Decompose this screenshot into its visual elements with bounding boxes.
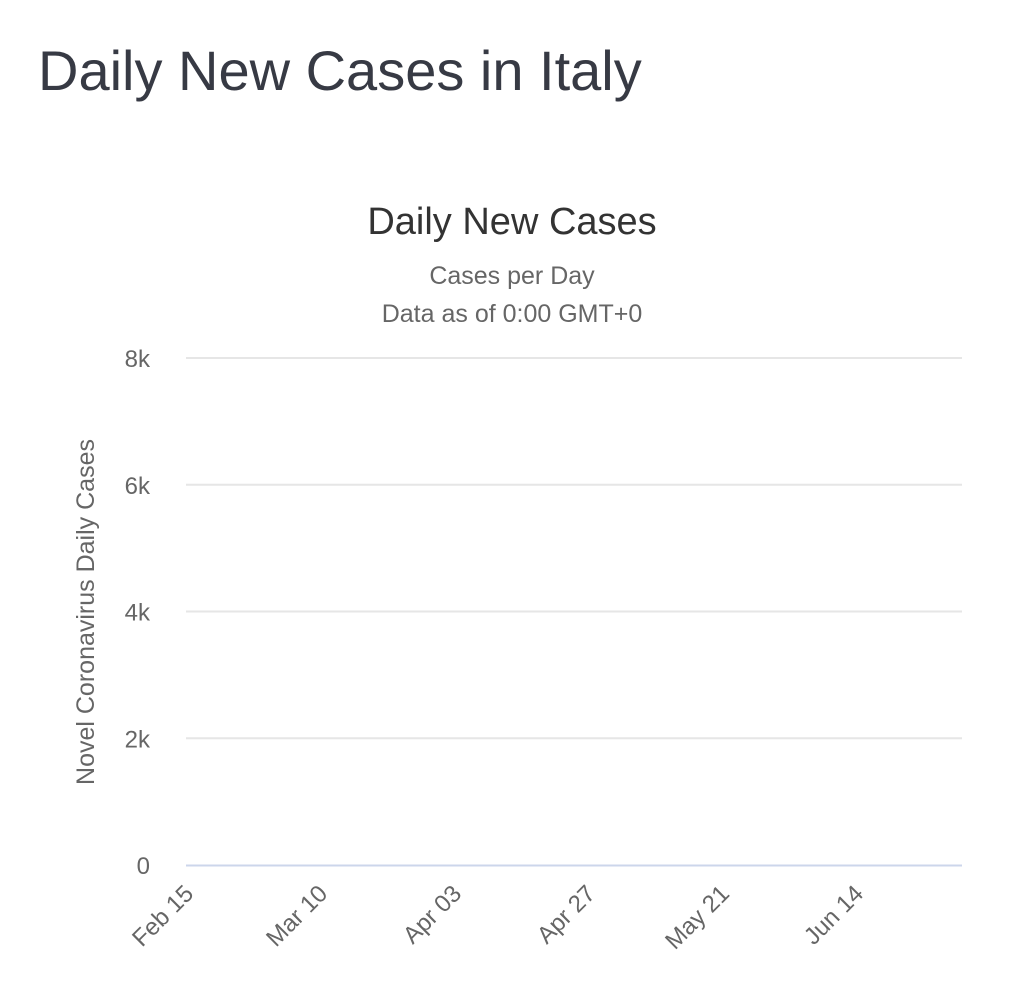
y-tick-label: 6k [125,473,151,500]
chart-title: Daily New Cases [367,201,656,243]
x-axis-ticks: Feb 15 Mar 10 Apr 03 Apr 27 May 21 Jun 14 [127,880,869,955]
page-title: Daily New Cases in Italy [38,39,642,102]
x-tick-label: Apr 27 [532,880,601,949]
chart-subtitle-line-1: Cases per Day [429,262,595,290]
chart-subtitle-line-2: Data as of 0:00 GMT+0 [382,300,643,328]
x-tick-label: Apr 03 [398,880,467,949]
x-tick-label: Feb 15 [127,880,199,952]
y-tick-label: 4k [125,600,151,627]
x-tick-label: May 21 [660,880,735,955]
x-tick-label: Mar 10 [261,880,333,952]
x-tick-label: Jun 14 [799,880,869,950]
y-axis-ticks: 0 2k 4k 6k 8k [125,346,151,880]
y-tick-label: 8k [125,346,151,373]
y-tick-label: 2k [125,726,151,753]
grid-lines [186,357,962,740]
y-axis-label: Novel Coronavirus Daily Cases [72,439,100,785]
y-tick-label: 0 [137,853,150,880]
